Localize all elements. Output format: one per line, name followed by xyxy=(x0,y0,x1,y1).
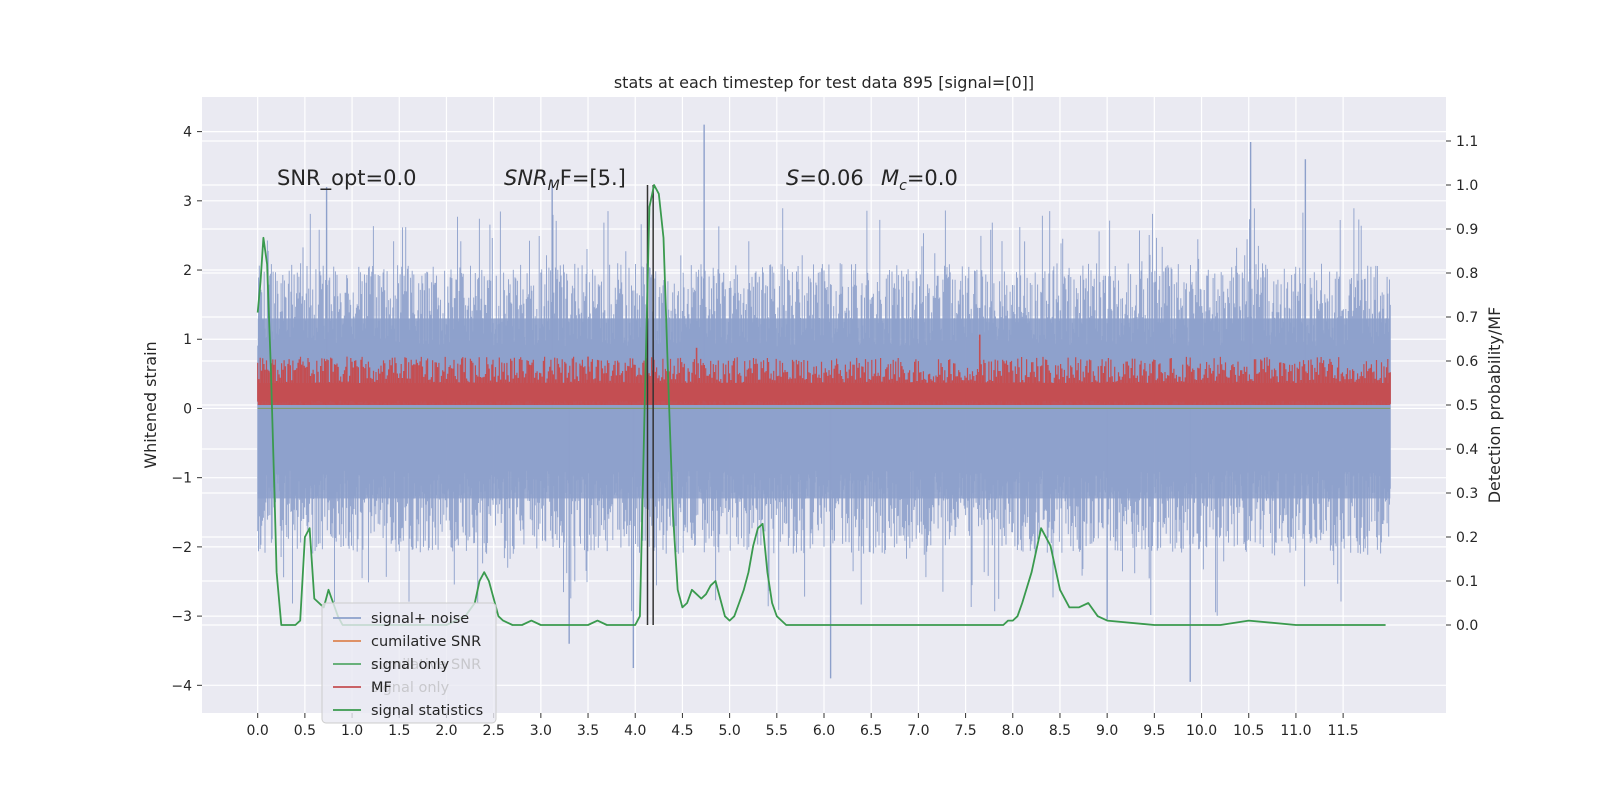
left-y-tick-label: 4 xyxy=(183,125,192,141)
left-y-tick-label: −3 xyxy=(171,609,192,625)
annotation-mc-sub: c xyxy=(899,178,907,194)
left-y-tick-label: −4 xyxy=(171,678,192,694)
legend: cumilative SNR signal only signal+ noise… xyxy=(321,602,497,724)
x-tick-labels: 0.0 0.5 1.0 1.5 2.0 2.5 3.0 3.5 4.0 4.5 5.0 5.5 6.0 6… xyxy=(247,713,1359,739)
legend-label: MF xyxy=(371,680,392,696)
x-tick-label: 5.5 xyxy=(766,723,788,739)
right-y-tick-label: 1.0 xyxy=(1456,178,1478,194)
x-tick-label: 3.5 xyxy=(577,723,599,739)
legend-ghost-text-2: signal only xyxy=(371,680,450,696)
right-y-tick-label: 0.9 xyxy=(1456,222,1478,238)
legend-entry: signal+ noise xyxy=(333,611,469,627)
left-y-axis-label: Whitened strain xyxy=(141,341,160,468)
chart-title: stats at each timestep for test data 895… xyxy=(614,73,1034,92)
right-y-tick-label: 0.1 xyxy=(1456,574,1478,590)
x-tick-label: 3.0 xyxy=(530,723,552,739)
annotation-mc: Mc=0.0 xyxy=(881,166,958,194)
annotation-snr-mf: SNRMF=[5.] xyxy=(504,166,626,194)
x-tick-label: 0.0 xyxy=(247,723,269,739)
left-y-tick-label: −1 xyxy=(171,471,192,487)
legend-label: cumilative SNR xyxy=(371,634,481,650)
legend-label: signal+ noise xyxy=(371,611,469,627)
right-y-tick-label: 0.3 xyxy=(1456,486,1478,502)
right-y-tick-label: 0.7 xyxy=(1456,310,1478,326)
annotation-s: S=0.06 xyxy=(786,166,864,190)
x-tick-label: 2.0 xyxy=(435,723,457,739)
right-y-tick-label: 0.8 xyxy=(1456,266,1478,282)
left-y-tick-label: 0 xyxy=(183,401,192,417)
annotation-s-sym: S xyxy=(786,166,799,190)
annotation-mc-val: =0.0 xyxy=(907,166,958,190)
legend-entry: MF xyxy=(333,680,392,696)
x-tick-label: 7.0 xyxy=(907,723,929,739)
x-tick-label: 5.0 xyxy=(718,723,740,739)
x-tick-label: 6.0 xyxy=(813,723,835,739)
right-y-tick-label: 1.1 xyxy=(1456,134,1478,150)
legend-entry: signal statistics xyxy=(333,703,483,719)
x-tick-label: 8.0 xyxy=(1002,723,1024,739)
legend-label: signal only xyxy=(371,657,450,673)
left-y-tick-label: −2 xyxy=(171,540,192,556)
left-y-tick-label: 3 xyxy=(183,194,192,210)
right-y-tick-label: 0.2 xyxy=(1456,530,1478,546)
x-tick-label: 4.0 xyxy=(624,723,646,739)
x-tick-label: 10.5 xyxy=(1233,723,1264,739)
annotation-mc-sym: M xyxy=(881,166,899,190)
x-tick-label: 9.0 xyxy=(1096,723,1118,739)
left-y-tick-label: 1 xyxy=(183,332,192,348)
x-tick-label: 6.5 xyxy=(860,723,882,739)
x-tick-label: 4.5 xyxy=(671,723,693,739)
right-y-tick-label: 0.6 xyxy=(1456,354,1478,370)
x-tick-label: 1.5 xyxy=(388,723,410,739)
right-y-axis-label: Detection probability/MF xyxy=(1485,307,1504,504)
right-y-tick-labels: 1.1 1.0 0.9 0.8 0.7 0.6 0.5 0.4 0.3 0.2 0.1 0.0 xyxy=(1446,134,1478,634)
right-y-tick-label: 0.0 xyxy=(1456,618,1478,634)
x-tick-label: 7.5 xyxy=(954,723,976,739)
left-y-tick-label: 2 xyxy=(183,263,192,279)
x-tick-label: 11.5 xyxy=(1328,723,1359,739)
mf-trace xyxy=(257,356,1391,405)
legend-entry: cumilative SNR xyxy=(333,634,481,650)
right-y-tick-label: 0.4 xyxy=(1456,442,1478,458)
left-y-tick-labels: 4 3 2 1 0 −1 −2 −3 −4 xyxy=(171,125,202,694)
x-tick-label: 9.5 xyxy=(1143,723,1165,739)
legend-box xyxy=(321,602,497,724)
annotation-snr-mf-sub: M xyxy=(548,178,560,194)
legend-entry: signal only xyxy=(333,657,450,673)
legend-label: signal statistics xyxy=(371,703,483,719)
x-tick-label: 2.5 xyxy=(483,723,505,739)
legend-ghost-text-1: cumilative SNR xyxy=(371,657,481,673)
annotation-snr-mf-snr: SNR xyxy=(504,166,548,190)
x-tick-label: 10.0 xyxy=(1186,723,1217,739)
x-tick-label: 0.5 xyxy=(294,723,316,739)
annotation-s-val: =0.06 xyxy=(799,166,863,190)
mf-series xyxy=(257,334,1391,405)
x-tick-label: 11.0 xyxy=(1280,723,1311,739)
annotation-snr-opt: SNR_opt=0.0 xyxy=(277,166,417,191)
right-y-tick-label: 0.5 xyxy=(1456,398,1478,414)
annotation-snr-mf-rest: F=[5.] xyxy=(560,166,626,190)
x-tick-label: 8.5 xyxy=(1049,723,1071,739)
x-tick-label: 1.0 xyxy=(341,723,363,739)
